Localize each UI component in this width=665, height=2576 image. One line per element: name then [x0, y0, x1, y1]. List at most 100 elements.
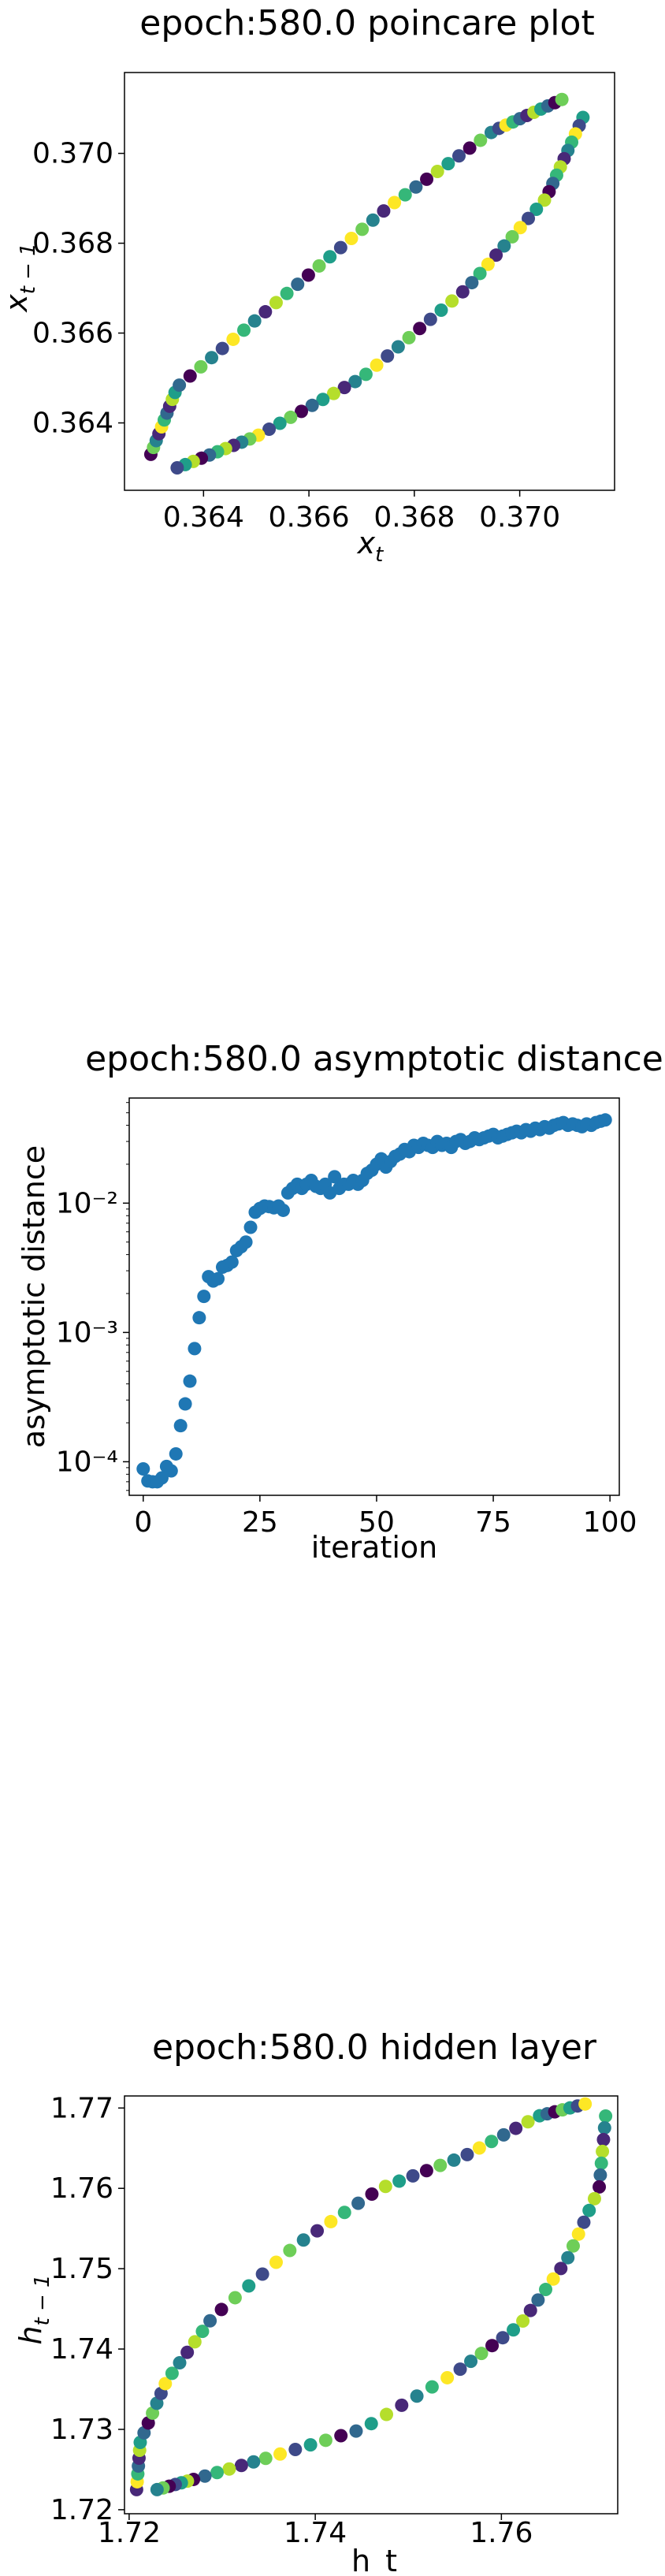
scatter-point — [555, 92, 569, 106]
x-tick-label: 1.72 — [98, 2517, 161, 2549]
scatter-point — [496, 2331, 510, 2345]
scatter-point — [242, 2279, 256, 2293]
scatter-point — [587, 2191, 601, 2206]
scatter-point — [169, 1446, 183, 1461]
chart-1-ylabel: xt − 1 — [0, 243, 40, 313]
scatter-point — [303, 2438, 318, 2452]
scatter-point — [262, 423, 277, 437]
y-tick-label: 0.368 — [32, 228, 113, 260]
scatter-point — [326, 386, 340, 400]
x-tick-label: 0.364 — [163, 501, 244, 534]
scatter-point — [276, 1203, 290, 1217]
scatter-point — [546, 2272, 560, 2286]
scatter-point — [395, 2398, 409, 2412]
scatter-point — [164, 1464, 178, 1478]
scatter-point — [472, 2141, 486, 2155]
scatter-point — [582, 2203, 596, 2217]
scatter-point — [451, 149, 466, 163]
scatter-point — [173, 378, 187, 393]
y-tick-label: 1.74 — [50, 2333, 113, 2366]
scatter-point — [188, 1342, 202, 1356]
chart-3-plot-area — [124, 2095, 619, 2515]
scatter-point — [269, 2255, 283, 2269]
scatter-point — [473, 266, 487, 281]
chart-hidden-layer: epoch:580.0 hidden layer 1.72 1.74 1.76 1.7… — [13, 2027, 619, 2576]
chart-3-xlabel: h_t — [351, 2544, 397, 2576]
y-tick-label: 0.364 — [32, 408, 113, 440]
scatter-point — [255, 2267, 269, 2281]
scatter-point — [351, 2196, 366, 2210]
scatter-point — [577, 2215, 591, 2229]
scatter-point — [237, 323, 251, 337]
scatter-point — [398, 188, 412, 202]
chart-2-points — [136, 1113, 612, 1489]
scatter-point — [247, 314, 262, 328]
scatter-point — [203, 2314, 217, 2328]
scatter-point — [409, 180, 423, 194]
scatter-point — [150, 2482, 164, 2496]
scatter-point — [348, 374, 362, 389]
scatter-point — [136, 1462, 150, 1476]
scatter-point — [474, 2347, 489, 2361]
scatter-point — [359, 367, 373, 382]
scatter-point — [561, 2250, 575, 2265]
scatter-point — [523, 2303, 537, 2317]
scatter-point — [170, 461, 184, 475]
scatter-point — [596, 2144, 610, 2158]
scatter-point — [402, 330, 416, 344]
chart-2-plot-area — [128, 1097, 620, 1496]
chart-3-ylabel: ht − 1 — [13, 2274, 54, 2344]
scatter-point — [269, 296, 283, 310]
scatter-point — [406, 2168, 420, 2183]
scatter-point — [419, 2164, 433, 2178]
scatter-point — [295, 404, 309, 419]
scatter-point — [485, 2135, 499, 2149]
scatter-point — [410, 2389, 424, 2403]
scatter-point — [316, 393, 330, 407]
scatter-point — [566, 2239, 580, 2253]
scatter-point — [597, 2120, 611, 2135]
chart-2-xlabel: iteration — [311, 1530, 438, 1565]
scatter-point — [445, 294, 459, 308]
chart-poincare: epoch:580.0 poincare plot 0.364 0.366 0.36… — [0, 3, 615, 567]
scatter-point — [507, 2323, 521, 2337]
scatter-point — [198, 2469, 212, 2483]
x-tick-label: 1.76 — [470, 2517, 533, 2549]
scatter-point — [433, 2158, 448, 2172]
scatter-point — [194, 359, 208, 374]
scatter-point — [344, 232, 359, 246]
scatter-point — [225, 1255, 239, 1269]
y-tick-label: 1.77 — [50, 2092, 113, 2124]
chart-1-points — [143, 92, 590, 475]
scatter-point — [328, 1170, 342, 1184]
scatter-point — [180, 2345, 195, 2359]
scatter-point — [247, 2455, 261, 2469]
scatter-point — [578, 2097, 593, 2111]
scatter-point — [465, 276, 479, 290]
scatter-point — [425, 2380, 439, 2394]
chart-2-ylabel: asymptotic distance — [17, 1145, 51, 1448]
scatter-point — [447, 2153, 461, 2167]
scatter-point — [599, 2109, 613, 2123]
scatter-point — [485, 2339, 500, 2353]
scatter-point — [173, 1419, 188, 1433]
scatter-point — [474, 133, 488, 147]
x-tick-label: 0.370 — [479, 501, 560, 534]
chart-3-title: epoch:580.0 hidden layer — [152, 2027, 597, 2068]
y-tick-label: 0.370 — [32, 138, 113, 170]
scatter-point — [183, 1374, 197, 1388]
scatter-point — [355, 222, 370, 236]
scatter-point — [312, 259, 326, 273]
chart-1-title: epoch:580.0 poincare plot — [139, 3, 594, 43]
scatter-point — [349, 2424, 363, 2438]
y-tick-label: 10⁻⁴ — [56, 1446, 118, 1478]
scatter-point — [337, 2206, 351, 2220]
scatter-point — [337, 381, 351, 395]
scatter-point — [391, 340, 405, 354]
scatter-point — [365, 2187, 379, 2201]
scatter-point — [366, 213, 380, 227]
scatter-point — [453, 2362, 467, 2377]
scatter-point — [489, 248, 503, 262]
scatter-point — [441, 157, 455, 171]
scatter-point — [273, 2447, 288, 2461]
